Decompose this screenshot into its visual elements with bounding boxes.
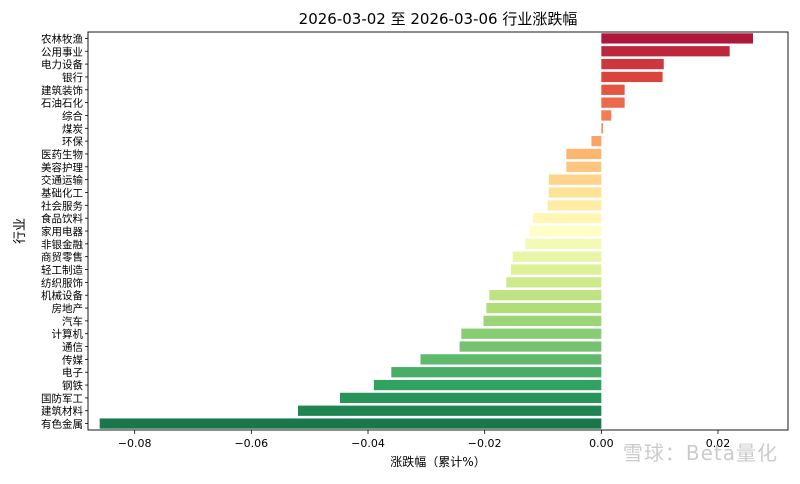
y-tick-label: 银行 (62, 71, 83, 84)
y-tick-label: 公用事业 (41, 45, 83, 58)
y-tick-label: 国防军工 (41, 392, 83, 405)
y-tick-label: 石油石化 (41, 97, 83, 110)
bar-机械设备 (489, 290, 602, 301)
bar-计算机 (461, 328, 602, 339)
y-tick-label: 建筑装饰 (41, 84, 83, 97)
bar-银行 (601, 71, 663, 83)
x-tick-label: 0.02 (706, 437, 731, 450)
bar-纺织服饰 (506, 277, 602, 288)
bar-电力设备 (601, 58, 664, 70)
y-tick-label: 房地产 (52, 302, 84, 315)
bar-石油石化 (601, 97, 625, 108)
y-tick-label: 轻工制造 (41, 264, 83, 277)
y-tick-label: 煤炭 (62, 122, 83, 135)
bar-美容护理 (566, 161, 602, 172)
bar-建筑装饰 (601, 84, 625, 95)
bar-农林牧渔 (601, 33, 753, 44)
y-tick-label: 电子 (62, 366, 83, 379)
y-tick-label: 电力设备 (41, 58, 83, 71)
y-tick-label: 商贸零售 (41, 251, 83, 264)
y-tick-label: 食品饮料 (41, 212, 83, 225)
y-tick-label: 农林牧渔 (41, 32, 83, 45)
x-tick-label: 0.00 (589, 437, 614, 450)
bar-传媒 (420, 354, 602, 365)
y-tick-label: 机械设备 (41, 289, 83, 302)
x-tick-label: −0.08 (118, 437, 152, 450)
y-tick-label: 基础化工 (41, 186, 83, 199)
y-axis-label: 行业 (13, 218, 28, 244)
bar-非银金融 (525, 238, 602, 249)
bar-食品饮料 (533, 213, 602, 224)
y-tick-label: 有色金属 (41, 418, 83, 431)
y-tick-label: 美容护理 (41, 161, 83, 174)
y-tick-label: 传媒 (62, 353, 83, 366)
bar-通信 (459, 341, 602, 352)
bar-综合 (601, 110, 612, 121)
x-axis-label: 涨跌幅（累计%） (390, 454, 485, 469)
bar-煤炭 (601, 123, 604, 134)
x-tick-label: −0.02 (468, 437, 502, 450)
y-tick-label: 交通运输 (41, 174, 83, 187)
chart-title: 2026-03-02 至 2026-03-06 行业涨跌幅 (299, 10, 578, 28)
y-tick-label: 建筑材料 (41, 405, 83, 418)
bar-轻工制造 (510, 264, 602, 275)
y-tick-label: 通信 (62, 342, 83, 354)
bar-家用电器 (529, 225, 602, 237)
bar-建筑材料 (298, 405, 602, 416)
bar-有色金属 (99, 418, 602, 429)
bar-电子 (391, 367, 602, 378)
bar-医药生物 (566, 148, 602, 160)
bar-钢铁 (373, 379, 602, 391)
bar-商贸零售 (512, 251, 602, 262)
plot-frame (87, 31, 789, 431)
bar-公用事业 (601, 46, 730, 57)
x-tick-label: −0.06 (234, 437, 268, 450)
y-tick-label: 汽车 (62, 315, 83, 328)
y-tick-label: 医药生物 (41, 148, 83, 161)
y-tick-label: 家用电器 (41, 225, 83, 238)
x-tick-label: −0.04 (351, 437, 385, 450)
y-tick-label: 综合 (62, 109, 83, 122)
watermark: 雪球：Beta量化 (622, 441, 778, 465)
bar-基础化工 (548, 187, 602, 198)
bar-房地产 (486, 302, 602, 314)
y-tick-label: 环保 (62, 135, 83, 148)
bar-环保 (591, 135, 602, 147)
y-tick-label: 非银金融 (41, 238, 83, 251)
bar-社会服务 (547, 200, 602, 211)
y-tick-label: 纺织服饰 (41, 276, 83, 289)
y-tick-label: 钢铁 (62, 379, 83, 392)
bar-国防军工 (340, 392, 602, 404)
bar-交通运输 (548, 174, 602, 185)
y-tick-label: 计算机 (52, 328, 84, 341)
y-tick-label: 社会服务 (41, 199, 83, 212)
bar-汽车 (483, 315, 602, 327)
